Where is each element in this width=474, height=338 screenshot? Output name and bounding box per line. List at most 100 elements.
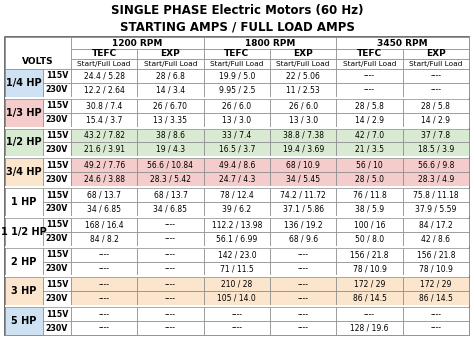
Text: 19.9 / 5.0: 19.9 / 5.0 <box>219 71 255 80</box>
Bar <box>270 128 337 142</box>
Bar <box>337 232 403 246</box>
Text: 21.6 / 3.91: 21.6 / 3.91 <box>84 145 125 154</box>
Bar <box>5 158 43 186</box>
Text: 28 / 5.8: 28 / 5.8 <box>421 101 450 110</box>
Bar <box>5 305 469 307</box>
Bar <box>270 188 337 202</box>
Text: ----: ---- <box>165 323 176 333</box>
Bar <box>403 49 469 59</box>
Text: EXP: EXP <box>293 49 313 58</box>
Bar <box>270 158 337 172</box>
Bar <box>71 158 137 172</box>
Bar <box>5 126 469 128</box>
Text: 19 / 4.3: 19 / 4.3 <box>156 145 185 154</box>
Text: 76 / 11.8: 76 / 11.8 <box>353 191 386 199</box>
Text: 230V: 230V <box>46 204 68 213</box>
Bar <box>137 49 204 59</box>
Text: 2 HP: 2 HP <box>11 257 36 267</box>
Bar <box>337 218 403 232</box>
Bar <box>5 246 469 248</box>
Text: 37 / 7.8: 37 / 7.8 <box>421 131 450 140</box>
Bar <box>137 277 204 291</box>
Bar <box>270 291 337 305</box>
Text: 13 / 3.0: 13 / 3.0 <box>289 115 318 124</box>
Text: 230V: 230V <box>46 234 68 243</box>
Bar <box>270 218 337 232</box>
Bar <box>337 83 403 97</box>
Text: 115V: 115V <box>46 250 68 259</box>
Text: ----: ---- <box>430 71 441 80</box>
Text: 168 / 16.4: 168 / 16.4 <box>85 220 124 230</box>
Text: ----: ---- <box>165 220 176 230</box>
Bar <box>204 262 270 275</box>
Text: 24.6 / 3.88: 24.6 / 3.88 <box>84 175 125 184</box>
Bar <box>43 321 71 335</box>
Bar <box>337 172 403 186</box>
Bar <box>403 142 469 156</box>
Bar <box>71 59 137 69</box>
Text: 43.2 / 7.82: 43.2 / 7.82 <box>84 131 125 140</box>
Text: 100 / 16: 100 / 16 <box>354 220 385 230</box>
Bar <box>43 218 71 232</box>
Bar <box>204 128 270 142</box>
Bar <box>204 158 270 172</box>
Bar <box>43 83 71 97</box>
Bar <box>71 202 137 216</box>
Bar <box>43 262 71 275</box>
Text: 230V: 230V <box>46 264 68 273</box>
Text: ----: ---- <box>298 280 309 289</box>
Bar <box>337 59 403 69</box>
Bar <box>270 307 337 321</box>
Text: 230V: 230V <box>46 323 68 333</box>
Text: 115V: 115V <box>46 220 68 230</box>
Bar <box>137 262 204 275</box>
Text: 115V: 115V <box>46 310 68 319</box>
Text: 37.9 / 5.59: 37.9 / 5.59 <box>415 204 456 213</box>
Bar <box>270 83 337 97</box>
Text: 84 / 17.2: 84 / 17.2 <box>419 220 453 230</box>
Bar <box>43 277 71 291</box>
Bar <box>337 99 403 113</box>
Bar <box>71 307 137 321</box>
Text: 1200 RPM: 1200 RPM <box>112 39 163 48</box>
Bar <box>270 172 337 186</box>
Text: 26 / 6.0: 26 / 6.0 <box>222 101 251 110</box>
Bar <box>204 59 270 69</box>
Bar <box>71 277 137 291</box>
Bar <box>270 321 337 335</box>
Text: Start/Full Load: Start/Full Load <box>77 61 131 67</box>
Text: 68 / 13.7: 68 / 13.7 <box>154 191 187 199</box>
Text: 172 / 29: 172 / 29 <box>420 280 452 289</box>
Bar <box>5 277 43 305</box>
Bar <box>270 69 337 83</box>
Bar <box>403 69 469 83</box>
Text: 105 / 14.0: 105 / 14.0 <box>218 294 256 303</box>
Bar <box>337 188 403 202</box>
Bar <box>270 59 337 69</box>
Text: 230V: 230V <box>46 115 68 124</box>
Text: Start/Full Load: Start/Full Load <box>409 61 463 67</box>
Text: ----: ---- <box>231 310 242 319</box>
Text: 13 / 3.0: 13 / 3.0 <box>222 115 251 124</box>
Text: 1/2 HP: 1/2 HP <box>6 138 42 147</box>
Bar <box>270 49 337 59</box>
Text: 49.2 / 7.76: 49.2 / 7.76 <box>83 161 125 170</box>
Bar <box>137 99 204 113</box>
Bar <box>71 37 204 49</box>
Text: 172 / 29: 172 / 29 <box>354 280 385 289</box>
Bar <box>337 248 403 262</box>
Text: 28 / 6.8: 28 / 6.8 <box>156 71 185 80</box>
Text: 21 / 3.5: 21 / 3.5 <box>355 145 384 154</box>
Bar <box>137 291 204 305</box>
Bar <box>43 142 71 156</box>
Text: 210 / 28: 210 / 28 <box>221 280 253 289</box>
Bar <box>5 128 43 156</box>
Text: ----: ---- <box>165 310 176 319</box>
Text: ----: ---- <box>99 310 109 319</box>
Bar <box>137 218 204 232</box>
Bar <box>204 37 337 49</box>
Bar <box>270 99 337 113</box>
Text: 1 HP: 1 HP <box>11 197 36 207</box>
Bar <box>403 307 469 321</box>
Text: 56 / 10: 56 / 10 <box>356 161 383 170</box>
